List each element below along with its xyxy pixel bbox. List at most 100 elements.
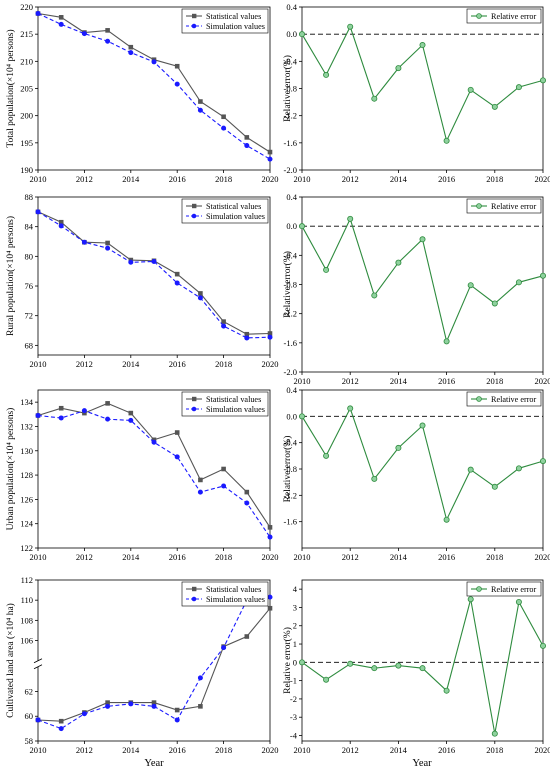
data-point [244, 135, 250, 140]
x-tick-label: 2020 [535, 376, 550, 386]
data-point [443, 516, 450, 523]
legend-box [466, 581, 542, 597]
data-point [198, 704, 203, 709]
data-point [540, 458, 547, 465]
y-tick-label: 88 [25, 192, 34, 202]
y-tick-label: 4 [293, 584, 298, 594]
series-line [37, 596, 271, 730]
x-tick-label: 2016 [438, 174, 455, 184]
x-tick-label: 2014 [390, 552, 408, 562]
chart-rural-pop: 2010 2012 2014 2016 2018 2020 68 72 76 80 84 88 Rura… [5, 192, 279, 369]
data-point [221, 483, 227, 489]
data-point [347, 23, 354, 30]
data-point [35, 413, 41, 419]
x-tick-label: 2010 [294, 552, 311, 562]
x-axis-label-right: Year [412, 758, 432, 769]
y-tick-label: 0.0 [286, 221, 297, 231]
y-tick-label: 210 [20, 56, 33, 66]
legend-label: Relative error [491, 395, 537, 404]
y-tick-label: 126 [20, 494, 33, 504]
data-point [198, 99, 203, 104]
data-point [419, 665, 426, 672]
x-tick-label: 2018 [486, 376, 503, 386]
x-tick-label: 2014 [390, 376, 408, 386]
x-tick-label: 2016 [169, 745, 186, 755]
data-point [105, 700, 110, 705]
data-point [81, 408, 87, 414]
data-point [540, 272, 547, 279]
x-tick-label: 2014 [122, 359, 140, 369]
y-tick-label: 108 [20, 615, 33, 625]
x-tick-label: 2012 [76, 552, 93, 562]
data-point [267, 331, 273, 336]
x-tick-label: 2018 [215, 745, 232, 755]
y-axis-label: Relative error(%) [282, 251, 293, 318]
data-point [515, 84, 522, 91]
data-point [298, 31, 305, 38]
data-point [197, 107, 203, 113]
plot-frame [37, 389, 271, 549]
chart-urban-err: 2010 2012 2014 2016 2018 2020 -1.6 -1.2 -0.8 -0.4… [282, 385, 550, 562]
x-tick-label: 2010 [30, 552, 47, 562]
y-axis-label: Relative error(%) [282, 436, 293, 503]
data-point [81, 239, 87, 245]
data-point [58, 21, 64, 27]
x-tick-label: 2010 [30, 174, 47, 184]
data-point [35, 11, 41, 17]
legend: Relative error [466, 581, 542, 597]
data-point [174, 271, 180, 277]
data-point [198, 291, 203, 296]
data-point [419, 42, 426, 49]
y-tick-label: -3 [290, 712, 297, 722]
data-point [347, 405, 354, 412]
data-point [244, 500, 250, 506]
x-tick-label: 2018 [486, 174, 503, 184]
y-tick-label: 112 [21, 575, 33, 585]
y-tick-label: 0 [293, 657, 297, 667]
y-tick-label: -1.6 [284, 517, 297, 527]
y-tick-label: 128 [20, 470, 33, 480]
x-tick-label: 2014 [390, 174, 408, 184]
data-point [174, 717, 180, 723]
chart-land-err: 2010 2012 2014 2016 2018 2020 -4 -3 -2 -1 0 1 2 3 4 Rel… [282, 579, 550, 755]
legend-box [181, 581, 269, 607]
y-tick-label: 200 [20, 111, 33, 121]
y-tick-label: 80 [25, 251, 34, 261]
x-tick-label: 2012 [342, 174, 359, 184]
x-tick-label: 2016 [169, 174, 186, 184]
data-point [515, 279, 522, 286]
data-point [467, 86, 474, 93]
data-point [128, 50, 134, 56]
data-point [395, 259, 402, 266]
y-tick-label: 134 [20, 397, 34, 407]
data-point [419, 236, 426, 243]
y-tick-label: 72 [25, 311, 34, 321]
data-point [151, 703, 157, 709]
data-point [323, 71, 330, 78]
y-tick-label: -0.4 [284, 250, 298, 260]
data-point [267, 605, 273, 611]
data-point [105, 401, 110, 406]
y-tick-label: -2.0 [284, 165, 297, 175]
legend-label: Statistical values [206, 12, 261, 21]
data-point [267, 334, 273, 340]
legend: Relative error [466, 8, 542, 24]
data-point [395, 444, 402, 451]
data-point [197, 675, 203, 681]
y-tick-label: -1 [290, 676, 297, 686]
legend-label: Statistical values [206, 585, 261, 594]
data-point [347, 660, 354, 667]
y-tick-label: 2 [293, 621, 297, 631]
data-point [395, 662, 402, 669]
x-tick-label: 2010 [294, 174, 311, 184]
y-tick-label: 0.4 [286, 2, 297, 12]
y-tick-label: 62 [25, 686, 34, 696]
data-point [244, 489, 250, 495]
data-point [267, 149, 273, 155]
data-point [128, 259, 134, 265]
axis-break-mark [33, 658, 43, 664]
y-tick-label: 220 [20, 2, 33, 12]
data-point [371, 95, 378, 102]
legend-box [181, 198, 269, 224]
data-point [515, 465, 522, 472]
